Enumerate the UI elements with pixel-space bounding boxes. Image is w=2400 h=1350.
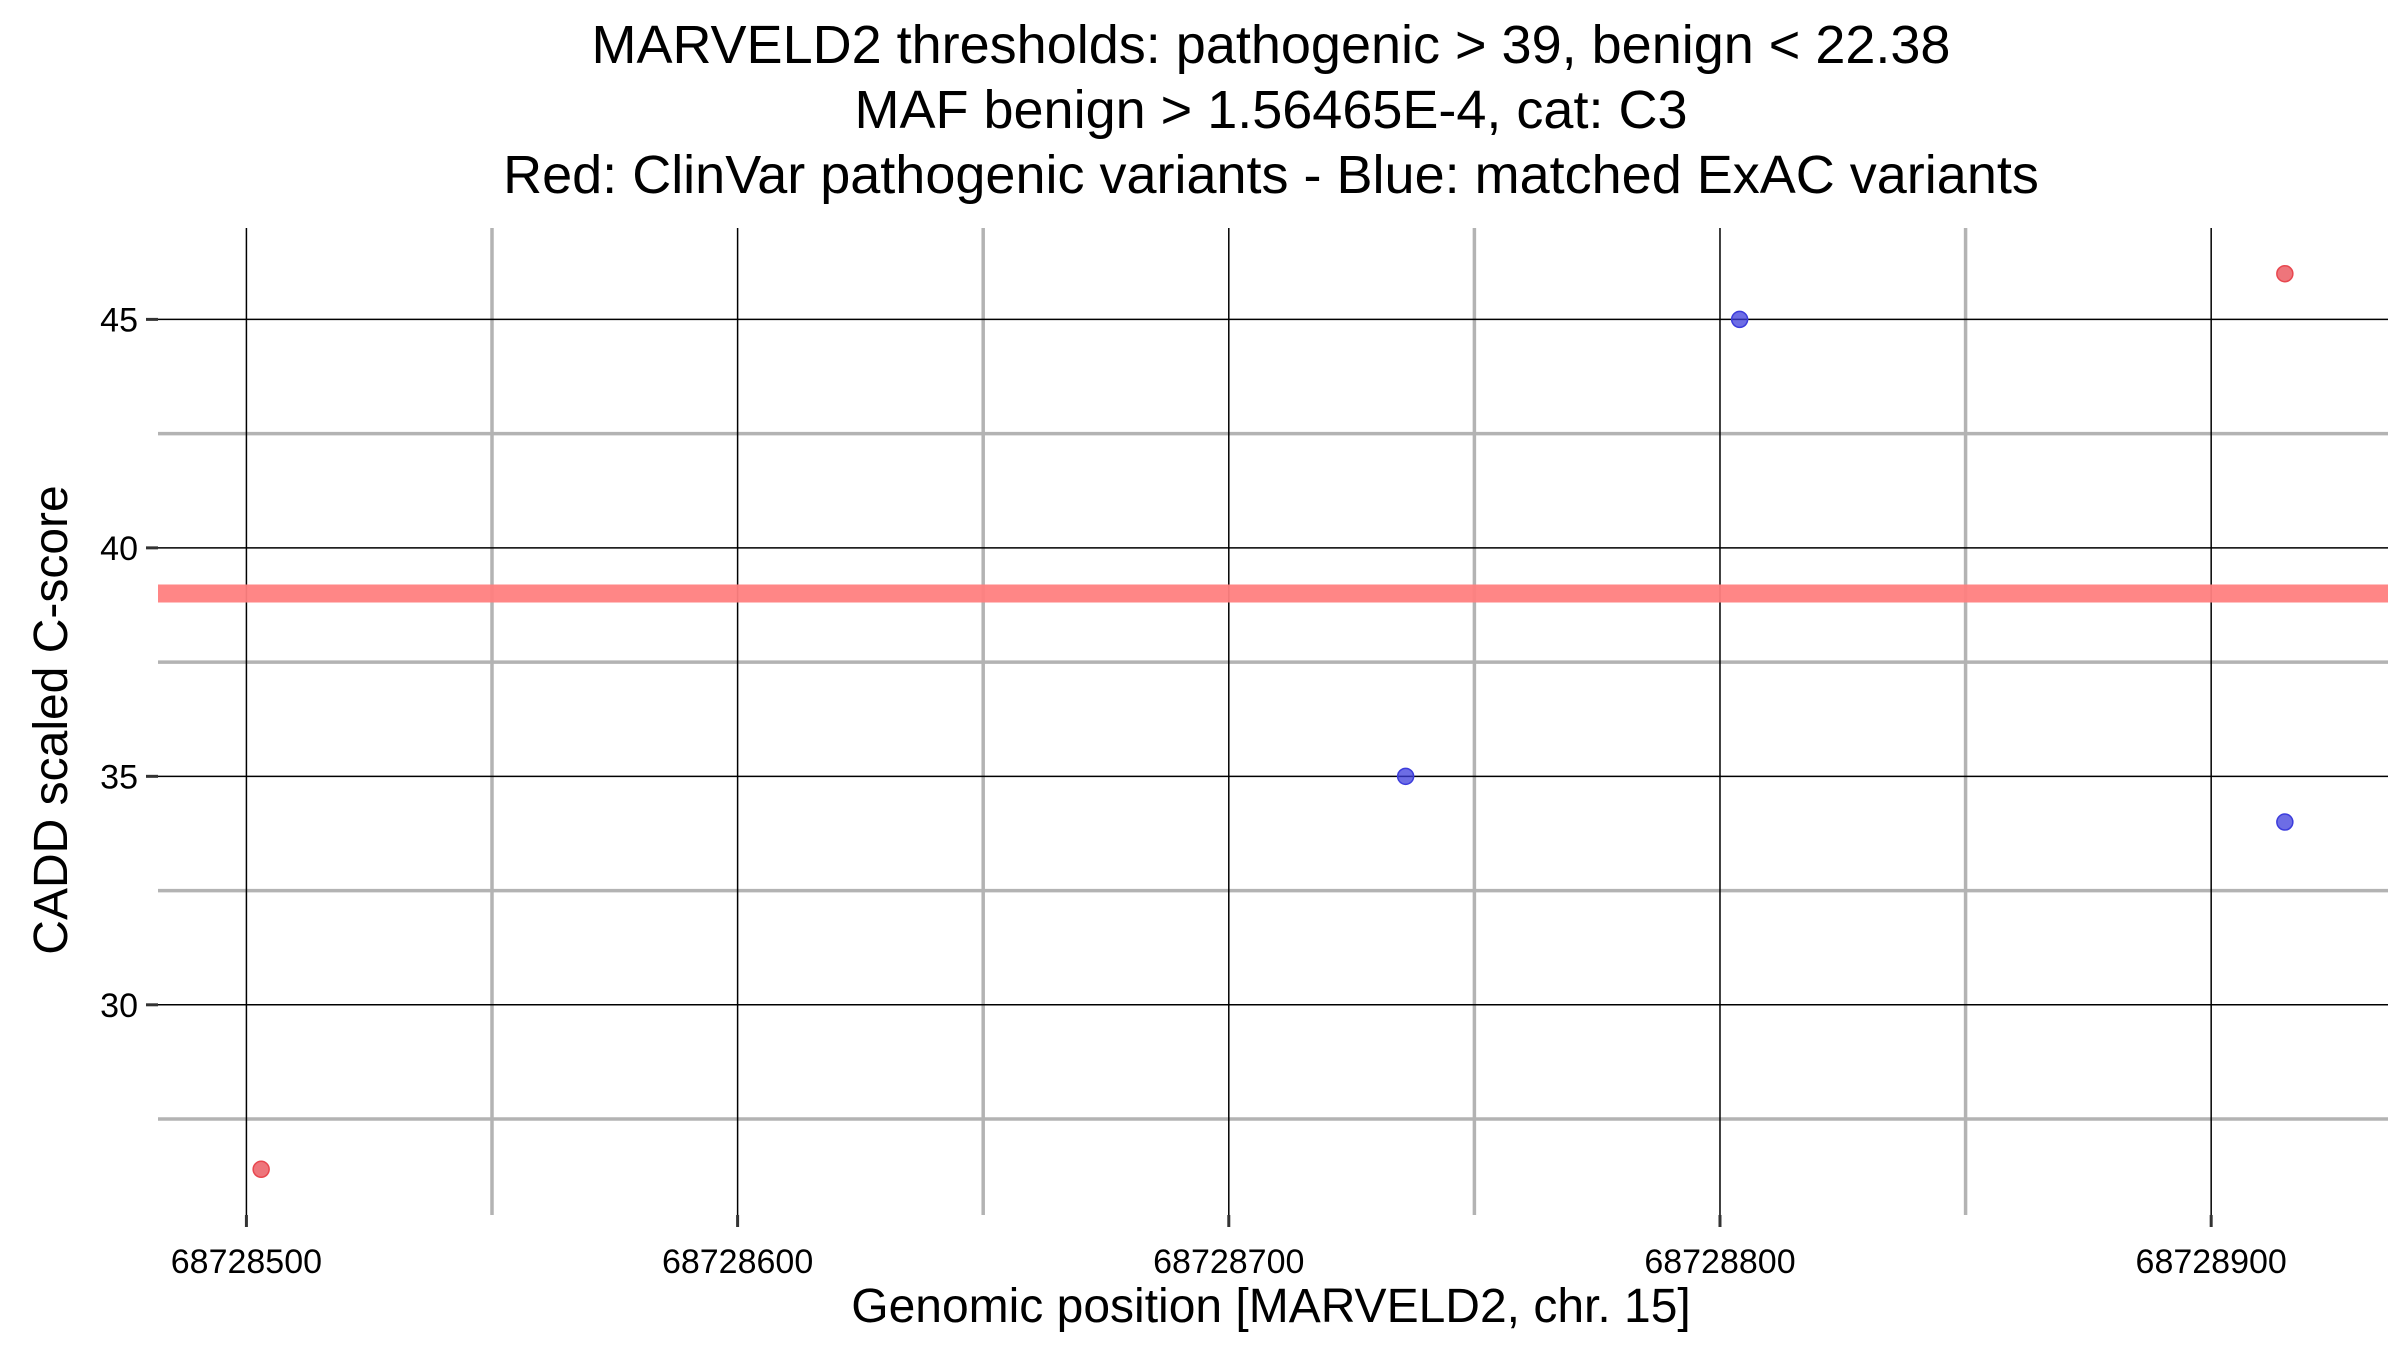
chart-title: MARVELD2 thresholds: pathogenic > 39, be… [503,15,2039,205]
x-tick-label: 68728700 [1153,1243,1304,1281]
exac-point [2276,813,2294,831]
y-tick-label: 45 [100,301,138,339]
x-axis-label: Genomic position [MARVELD2, chr. 15] [851,1280,1691,1333]
x-tick-label: 68728600 [662,1243,813,1281]
points-layer [252,264,2294,1179]
major-grid [158,228,2388,1215]
y-axis-label: CADD scaled C-score [25,485,78,954]
clinvar-point [252,1160,270,1179]
y-tick-label: 30 [100,987,138,1025]
minor-grid [158,228,2388,1215]
exac-point [1396,767,1415,786]
y-tick-label: 40 [100,530,138,568]
x-tick-label: 68728800 [1644,1243,1795,1281]
x-tick-label: 68728500 [171,1243,322,1281]
axes: 68728500 68728600 68728700 68728800 68728900… [100,301,2287,1281]
title-line-2: MAF benign > 1.56465E-4, cat: C3 [855,80,1688,140]
y-tick-label: 35 [100,758,138,796]
clinvar-point [2276,264,2294,283]
title-line-1: MARVELD2 thresholds: pathogenic > 39, be… [592,15,1951,75]
exac-point [1730,310,1749,329]
title-line-3: Red: ClinVar pathogenic variants - Blue:… [503,145,2039,205]
x-tick-label: 68728900 [2136,1243,2287,1281]
